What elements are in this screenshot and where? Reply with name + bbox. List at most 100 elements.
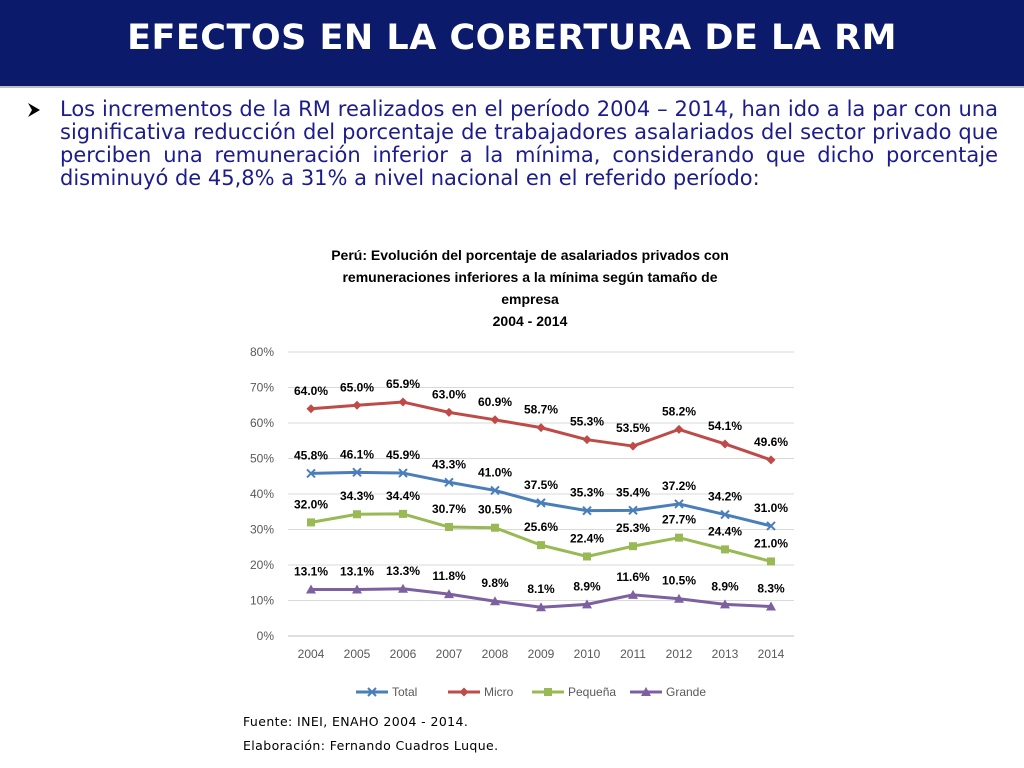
data-label: 58.2% — [662, 404, 696, 418]
author-note: Elaboración: Fernando Cuadros Luque. — [243, 738, 499, 753]
data-label: 49.6% — [754, 435, 788, 449]
series-point — [766, 455, 776, 465]
x-tick-label: 2008 — [482, 647, 509, 661]
data-label: 8.3% — [757, 582, 785, 596]
chart-title-line: empresa — [501, 291, 559, 307]
data-label: 60.9% — [478, 395, 512, 409]
series-point — [306, 404, 316, 414]
y-tick-label: 70% — [250, 381, 274, 395]
series-point — [675, 533, 683, 542]
legend-label: Grande — [666, 685, 706, 699]
data-label: 41.0% — [478, 465, 512, 479]
source-note: Fuente: INEI, ENAHO 2004 - 2014. — [243, 714, 469, 729]
x-tick-label: 2007 — [436, 647, 463, 661]
series-point — [629, 542, 637, 551]
series-point — [720, 599, 730, 609]
data-label: 30.5% — [478, 503, 512, 517]
series-point — [445, 523, 453, 532]
series-point — [674, 424, 684, 434]
data-label: 43.3% — [432, 457, 466, 471]
data-label: 37.2% — [662, 479, 696, 493]
data-label: 8.1% — [527, 582, 555, 596]
line-chart: Perú: Evolución del porcentaje de asalar… — [250, 247, 794, 699]
data-label: 34.4% — [386, 489, 420, 503]
data-label: 58.7% — [524, 403, 558, 417]
legend-marker — [544, 688, 552, 696]
series-point — [582, 599, 592, 609]
data-label: 13.1% — [340, 564, 374, 578]
data-label: 34.2% — [708, 490, 742, 504]
series-point — [628, 589, 638, 599]
series-point — [490, 415, 500, 425]
series-point — [352, 400, 362, 410]
legend-label: Micro — [484, 685, 514, 699]
data-label: 8.9% — [573, 579, 601, 593]
y-tick-label: 0% — [257, 629, 275, 643]
series-point — [444, 477, 454, 487]
x-tick-label: 2012 — [666, 647, 693, 661]
data-label: 25.3% — [616, 521, 650, 535]
series-point — [399, 509, 407, 518]
x-tick-label: 2010 — [574, 647, 601, 661]
series-point — [537, 541, 545, 550]
series-point — [490, 485, 500, 496]
x-tick-label: 2004 — [298, 647, 325, 661]
series-point — [536, 423, 546, 433]
y-tick-label: 60% — [250, 416, 274, 430]
x-tick-label: 2006 — [390, 647, 417, 661]
chart-title-line: remuneraciones inferiores a la mínima se… — [342, 269, 717, 285]
legend-marker — [459, 687, 469, 697]
series-point — [352, 584, 362, 594]
series-point — [444, 407, 454, 417]
series-point — [306, 468, 316, 479]
data-label: 9.8% — [481, 576, 509, 590]
data-label: 11.8% — [432, 569, 466, 583]
chart-title-line: Perú: Evolución del porcentaje de asalar… — [331, 247, 729, 263]
y-tick-label: 10% — [250, 594, 274, 608]
data-label: 63.0% — [432, 387, 466, 401]
series-point — [766, 521, 776, 531]
series-point — [398, 397, 408, 407]
series-point — [721, 545, 729, 554]
x-tick-label: 2013 — [712, 647, 739, 661]
data-label: 24.4% — [708, 524, 742, 538]
data-label: 10.5% — [662, 574, 696, 588]
data-label: 32.0% — [294, 497, 328, 511]
series-point — [353, 510, 361, 519]
y-tick-label: 20% — [250, 558, 274, 572]
data-label: 37.5% — [524, 478, 558, 492]
legend-marker — [641, 687, 651, 696]
data-label: 35.3% — [570, 486, 604, 500]
series-point — [398, 583, 408, 593]
series-point — [306, 584, 316, 594]
data-label: 64.0% — [294, 384, 328, 398]
data-label: 13.3% — [386, 564, 420, 578]
data-label: 13.1% — [294, 564, 328, 578]
chart-notes: Fuente: INEI, ENAHO 2004 - 2014. Elabora… — [243, 713, 499, 761]
bullet-text: Los incrementos de la RM realizados en e… — [60, 97, 998, 190]
data-label: 54.1% — [708, 419, 742, 433]
series-point — [674, 499, 684, 509]
series-point — [766, 601, 776, 611]
x-tick-label: 2009 — [528, 647, 555, 661]
legend-marker — [367, 687, 377, 697]
slide-header: EFECTOS EN LA COBERTURA DE LA RM — [0, 0, 1024, 88]
series-point — [307, 518, 315, 527]
data-label: 11.6% — [616, 570, 650, 584]
data-label: 45.9% — [386, 448, 420, 462]
legend-label: Total — [392, 685, 417, 699]
x-tick-label: 2014 — [758, 647, 785, 661]
series-point — [583, 552, 591, 561]
data-label: 8.9% — [711, 579, 739, 593]
y-tick-label: 80% — [250, 345, 274, 359]
data-label: 45.8% — [294, 448, 328, 462]
series-point — [352, 467, 362, 478]
series-point — [767, 557, 775, 566]
x-tick-label: 2005 — [344, 647, 371, 661]
series-point — [582, 435, 592, 445]
series-point — [582, 505, 592, 516]
data-label: 46.1% — [340, 447, 374, 461]
series-point — [444, 589, 454, 599]
data-label: 34.3% — [340, 489, 374, 503]
bullet-point: Los incrementos de la RM realizados en e… — [26, 98, 998, 190]
